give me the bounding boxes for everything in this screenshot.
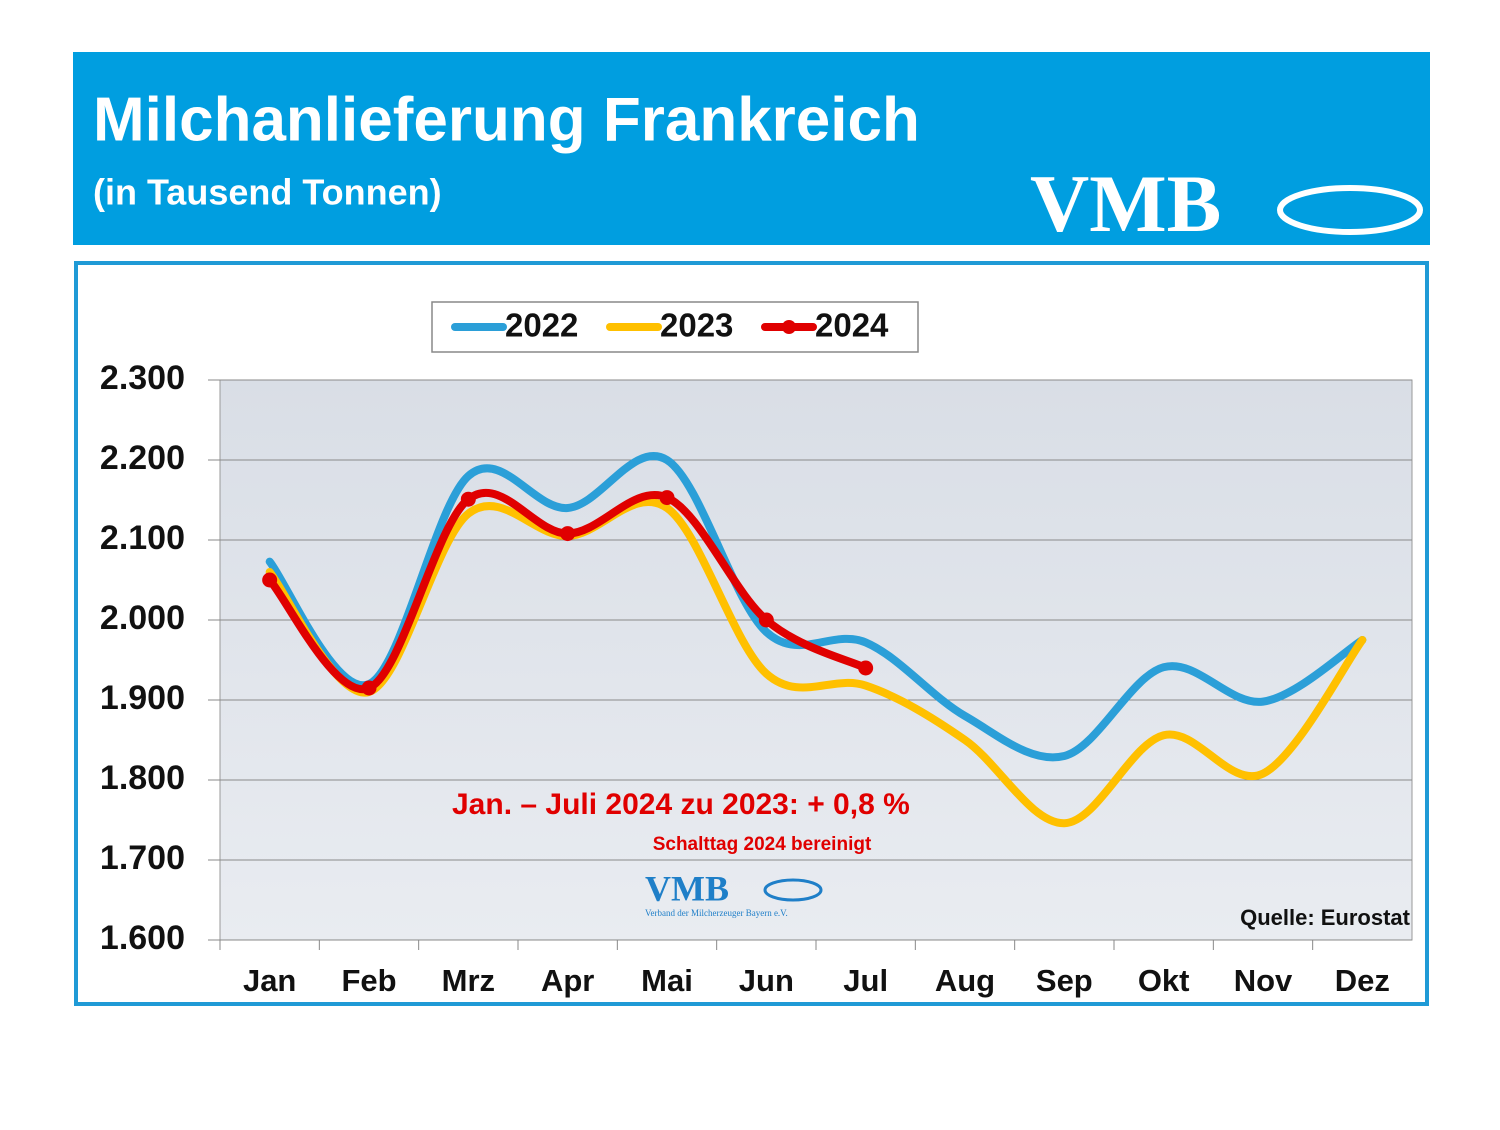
legend-marker: [782, 320, 796, 334]
y-tick-label: 1.800: [100, 759, 185, 797]
x-tick-label: Sep: [1036, 963, 1093, 998]
y-tick-label: 2.200: [100, 439, 185, 477]
y-tick-label: 2.300: [100, 359, 185, 397]
y-tick-label: 1.900: [100, 679, 185, 717]
small-logo-subtitle: Verband der Milcherzeuger Bayern e.V.: [645, 908, 788, 918]
x-tick-label: Jan: [243, 963, 296, 998]
series-marker: [361, 680, 377, 696]
x-tick-label: Okt: [1138, 963, 1190, 998]
series-marker: [560, 526, 576, 542]
series-marker: [659, 490, 675, 506]
annotation: Jan. – Juli 2024 zu 2023: + 0,8 %: [452, 788, 910, 821]
x-tick-label: Mai: [641, 963, 693, 998]
y-tick-label: 1.600: [100, 919, 185, 957]
small-logo: VMB: [645, 868, 729, 908]
annotation-note: Schalttag 2024 bereinigt: [653, 834, 872, 855]
x-tick-label: Jun: [739, 963, 794, 998]
source: Quelle: Eurostat: [1240, 905, 1411, 930]
y-tick-label: 1.700: [100, 839, 185, 877]
small-logo-icon: [763, 878, 823, 902]
legend-label: 2023: [660, 307, 733, 344]
x-tick-label: Apr: [541, 963, 594, 998]
series-marker: [460, 491, 476, 507]
legend-label: 2022: [505, 307, 578, 344]
x-tick-label: Feb: [341, 963, 396, 998]
x-tick-label: Aug: [935, 963, 995, 998]
series-marker: [758, 612, 774, 628]
header: [73, 52, 1430, 245]
series-line: [265, 452, 1367, 762]
series-line: [265, 498, 1367, 828]
legend: [431, 301, 919, 353]
y-tick-label: 2.100: [100, 519, 185, 557]
x-tick-label: Dez: [1335, 963, 1390, 998]
logo: VMB: [1030, 158, 1221, 249]
series-marker: [858, 660, 874, 676]
x-tick-label: Mrz: [442, 963, 495, 998]
legend-label: 2024: [815, 307, 889, 344]
x-tick-label: Jul: [843, 963, 888, 998]
series-marker: [262, 572, 278, 588]
x-tick-label: Nov: [1234, 963, 1293, 998]
chart-title: Milchanlieferung Frankreich: [93, 85, 920, 154]
chart-subtitle: (in Tausend Tonnen): [93, 172, 442, 213]
logo-icon: [1277, 185, 1423, 235]
y-tick-label: 2.000: [100, 599, 185, 637]
